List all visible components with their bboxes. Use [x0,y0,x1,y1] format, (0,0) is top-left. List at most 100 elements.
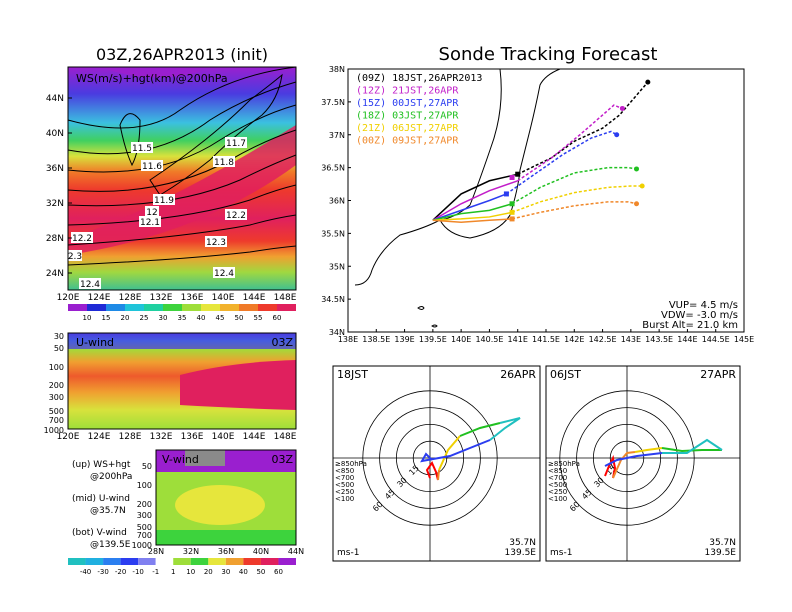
hodograph-trace [612,451,636,479]
uwind-lon-axis: 120E 124E 128E 132E 136E 140E 144E 148E [57,432,297,442]
hodograph-lon: 139.5E [705,548,737,558]
track-line-solid [432,211,513,221]
track-legend-item: (21Z) 06JST,27APR [356,123,459,134]
lon-tick-label: 148E [274,432,297,442]
track-legend-item: (00Z) 09JST,27APR [356,136,459,147]
track-endpoint [639,183,645,189]
vwind-colorbar-swatch [68,558,86,565]
lat-tick-label: 38N [329,65,345,74]
contour-label: 12.2 [72,234,92,244]
lat-tick-label: 24N [46,269,64,279]
hodograph-trace [437,469,440,481]
hodograph-unit: ms-1 [337,548,359,558]
islands [417,306,438,328]
stat-vdw: VDW= -3.0 m/s [661,310,738,321]
pressure-legend-item: ≥850hPa [335,460,367,468]
hodograph-trace [420,439,491,463]
uwind-jet-core [180,360,296,410]
lon-tick-label: 138E [338,335,358,344]
hodograph-lat: 35.7N [709,538,736,548]
lon-tick-label: 144E [243,293,266,303]
vwind-lat-axis: 28N 32N 36N 40N 44N [148,547,304,556]
vwind-colorbar-swatch [225,558,244,565]
vwind-colorbar-swatch [120,558,139,565]
vwind-colorbar-swatch [278,558,296,565]
tracking-map: (09Z) 18JST,26APR2013(12Z) 21JST,26APR(1… [347,68,745,333]
pressure-legend-item: <100 [548,495,567,503]
contour-label: 11.7 [226,139,246,149]
hodograph-date: 26APR [500,368,536,381]
stat-vup: VUP= 4.5 m/s [669,300,738,311]
contour-label: 12.4 [80,280,100,290]
vwind-colorbar-swatch [138,558,156,565]
track-line-forecast [511,201,637,220]
track-marker [509,209,515,215]
pressure-legend-item: <850 [335,467,354,475]
track-line-solid [432,180,518,221]
vwind-colorbar-label: 30 [221,568,230,576]
contour-label: 11.9 [154,196,174,206]
lat-tick-label: 28N [148,547,164,556]
track-line-solid [432,203,513,221]
ws-colorbar-swatch [87,304,106,311]
ws-colorbar-swatch [201,304,220,311]
hodograph-trace [425,460,439,481]
lon-tick-label: 142E [564,335,584,344]
pressure-tick-label: 50 [142,462,152,471]
left-lat-axis: 44N 40N 36N 32N 28N 24N [46,94,72,279]
lat-tick-label: 37.5N [321,98,345,107]
track-line-solid [432,218,513,223]
note-bot-2: @139.5E [90,540,131,550]
note-up-1: (up) WS+hgt [72,460,131,470]
note-bot-1: (bot) V-wind [72,528,127,538]
ws-colorbar-label: 50 [235,314,244,322]
uwind-label: U-wind [76,336,114,349]
ws-panel-label: WS(m/s)+hgt(km)@200hPa [76,72,228,85]
ws-colorbar-swatch [68,304,87,311]
vwind-colorbar-swatch [260,558,279,565]
vwind-panel: V-wind 03Z [155,449,297,546]
ws-colorbar-swatch [125,304,144,311]
hodograph-trace [604,454,617,479]
track-lines [432,79,651,223]
track-endpoint [619,105,625,111]
lat-tick-label: 34.5N [321,295,345,304]
map-frame [67,66,297,291]
hodograph-time: 06JST [550,368,581,381]
contour-label: 11.8 [214,158,234,168]
vwind-colorbar-swatch [103,558,121,565]
lat-tick-label: 40N [253,547,269,556]
vwind-pos-core [175,485,265,525]
pressure-tick-label: 700 [49,416,64,425]
pressure-tick-label: 200 [137,500,152,509]
track-marker [503,191,509,197]
lat-tick-label: 36N [329,197,345,206]
ws-colorbar-label: 35 [178,314,187,322]
lon-tick-label: 140E [212,293,235,303]
ws-colorbar-swatch [277,304,296,311]
hodograph-frame [332,365,541,562]
pressure-legend-item: <700 [335,474,354,482]
track-legend-item: (15Z) 00JST,27APR [356,98,459,109]
pressure-tick-label: 100 [137,481,152,490]
contour-label: 11.6 [142,162,162,172]
vwind-colorbar-label: -30 [97,568,108,576]
ws-colorbar-label: 40 [197,314,206,322]
lon-tick-label: 132E [150,293,173,303]
lat-tick-label: 40N [46,129,64,139]
lon-tick-label: 142.5E [589,335,617,344]
vwind-colorbar-label: 20 [204,568,213,576]
lat-tick-label: 35N [329,262,345,271]
lat-tick-label: 32N [46,199,64,209]
tracking-stats: VUP= 4.5 m/s VDW= -3.0 m/s Burst Alt= 21… [642,300,738,331]
track-legend-item: (09Z) 18JST,26APR2013 [356,73,482,84]
lat-tick-label: 36N [46,164,64,174]
contour-label: 12 [146,208,157,218]
lat-tick-label: 44N [46,94,64,104]
pressure-tick-label: 100 [49,363,64,372]
pressure-legend-item: <250 [548,488,567,496]
vwind-colorbar-label: 60 [274,568,283,576]
